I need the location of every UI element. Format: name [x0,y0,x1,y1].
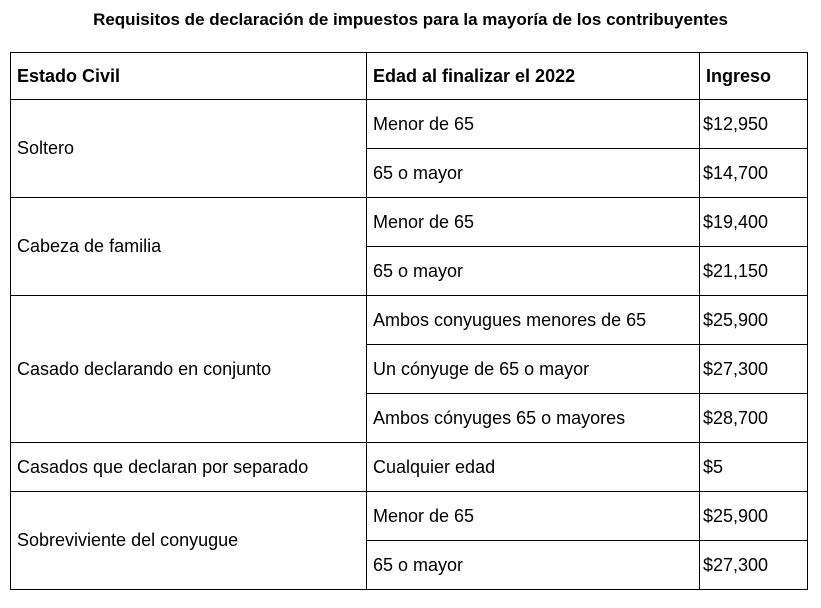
income-cell: $21,150 [699,246,808,296]
income-cell: $27,300 [699,344,808,394]
age-cell: 65 o mayor [366,246,700,296]
age-cell: Ambos conyugues menores de 65 [366,295,700,345]
age-cell: 65 o mayor [366,540,700,590]
row: Casados que declaran por separado Cualqui… [10,442,808,492]
income-cell: $27,300 [699,540,808,590]
row: 65 o mayor $21,150 [11,246,808,296]
status-cell: Casados que declaran por separado [10,442,367,492]
row: Casado declarando en conjunto Ambos conyu… [10,295,808,443]
status-cell: Casado declarando en conjunto [10,295,367,443]
row: Un cónyuge de 65 o mayor $27,300 [11,344,808,394]
tax-table: Estado Civil Edad al finalizar el 2022 Ing… [10,52,808,590]
income-cell: $5 [699,442,808,492]
age-cell: Cualquier edad [366,442,700,492]
row: Ambos cónyuges 65 o mayores $28,700 [11,393,808,443]
header-cell: Ingreso [699,52,808,100]
income-cell: $12,950 [699,99,808,149]
header-cell: Edad al finalizar el 2022 [366,52,700,100]
status-cell: Sobreviviente del conyugue [10,491,367,590]
header-row: Estado Civil Edad al finalizar el 2022 Ing… [10,52,808,100]
table-body: Soltero Menor de 65 $12,950 65 o mayor $14,7… [10,99,808,590]
row: 65 o mayor $27,300 [11,540,808,590]
row: Sobreviviente del conyugue Menor de 65 $25… [10,491,808,590]
age-cell: Ambos cónyuges 65 o mayores [366,393,700,443]
row: Soltero Menor de 65 $12,950 [10,99,808,198]
income-cell: $28,700 [699,393,808,443]
age-cell: Menor de 65 [366,197,700,247]
row: 65 o mayor $14,700 [11,148,808,198]
age-cell: Menor de 65 [366,99,700,149]
status-cell: Cabeza de familia [10,197,367,296]
age-cell: Un cónyuge de 65 o mayor [366,344,700,394]
row: Cabeza de familia Menor de 65 $19,400 [10,197,808,296]
status-cell: Soltero [10,99,367,198]
income-cell: $14,700 [699,148,808,198]
header-cell: Estado Civil [10,52,367,100]
title: Requisitos de declaración de impuestos p… [93,10,728,29]
age-cell: 65 o mayor [366,148,700,198]
income-cell: $25,900 [699,295,808,345]
income-cell: $25,900 [699,491,808,541]
income-cell: $19,400 [699,197,808,247]
age-cell: Menor de 65 [366,491,700,541]
